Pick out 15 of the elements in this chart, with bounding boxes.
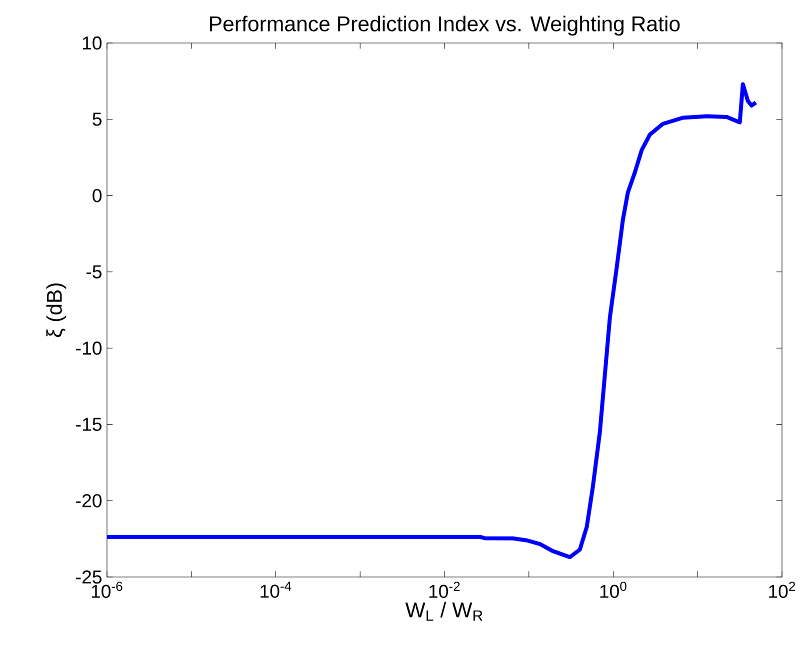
y-tick-label: 10 — [82, 36, 102, 50]
x-tick-label: 10$^{-2}$ — [429, 582, 460, 598]
y-tick-label: -5 — [86, 265, 102, 278]
y-tick-label: -10 — [76, 342, 102, 355]
x-tick-label: 10$^{-4}$ — [260, 582, 292, 598]
y-tick-label: 5 — [92, 112, 102, 126]
x-tick-label: 10$^{0}$ — [600, 582, 626, 598]
y-tick-label: -25 — [76, 570, 102, 584]
y-tick-label: -15 — [76, 418, 102, 431]
x-tick-label: 10$^{2}$ — [769, 582, 796, 598]
y-tick-label: -20 — [76, 494, 102, 508]
y-tick-label: 0 — [92, 188, 102, 202]
y-axis-title: ξ (dB) — [46, 283, 66, 337]
x-axis-title: W$_{L}$ / W$_{R}$ — [405, 602, 482, 621]
chart-title: Performance Prediction Index vs. Weighting Ratio — [210, 16, 680, 36]
